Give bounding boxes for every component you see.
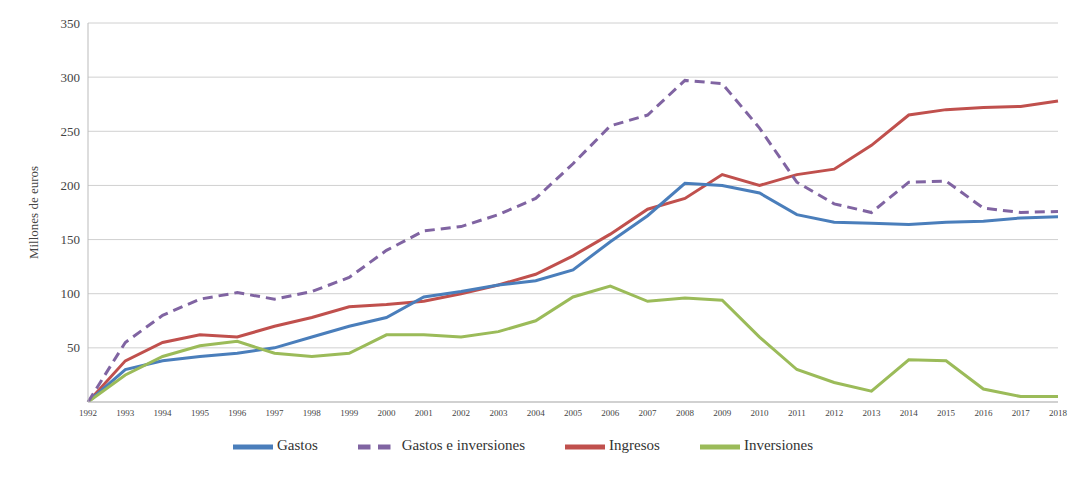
svg-text:2004: 2004 xyxy=(527,408,546,418)
svg-text:2002: 2002 xyxy=(452,408,470,418)
svg-text:2016: 2016 xyxy=(974,408,993,418)
svg-text:250: 250 xyxy=(61,124,81,139)
html-text:Gastos e inversiones: Gastos e inversiones xyxy=(401,437,526,454)
svg-text:2014: 2014 xyxy=(900,408,919,418)
svg-text:Millones de euros: Millones de euros xyxy=(26,166,41,259)
html-text:Inversiones: Inversiones xyxy=(743,437,814,454)
svg-text:200: 200 xyxy=(61,178,81,193)
svg-text:150: 150 xyxy=(61,232,81,247)
svg-text:1997: 1997 xyxy=(266,408,285,418)
svg-text:2018: 2018 xyxy=(1049,408,1068,418)
svg-text:2005: 2005 xyxy=(564,408,583,418)
svg-text:2015: 2015 xyxy=(937,408,956,418)
svg-text:1999: 1999 xyxy=(340,408,359,418)
svg-text:2007: 2007 xyxy=(639,408,658,418)
svg-text:300: 300 xyxy=(61,70,81,85)
svg-text:2000: 2000 xyxy=(377,408,396,418)
svg-text:100: 100 xyxy=(61,286,81,301)
svg-text:1993: 1993 xyxy=(116,408,135,418)
svg-text:2001: 2001 xyxy=(415,408,433,418)
svg-text:350: 350 xyxy=(61,16,81,31)
html-text:Ingresos: Ingresos xyxy=(609,437,660,454)
svg-text:1992: 1992 xyxy=(79,408,97,418)
svg-text:1996: 1996 xyxy=(228,408,247,418)
svg-text:2010: 2010 xyxy=(751,408,770,418)
svg-text:2003: 2003 xyxy=(489,408,508,418)
svg-text:1998: 1998 xyxy=(303,408,322,418)
svg-text:2008: 2008 xyxy=(676,408,695,418)
svg-text:2013: 2013 xyxy=(862,408,881,418)
svg-text:2011: 2011 xyxy=(788,408,806,418)
svg-text:50: 50 xyxy=(67,340,80,355)
svg-text:2006: 2006 xyxy=(601,408,620,418)
svg-text:2017: 2017 xyxy=(1012,408,1031,418)
svg-text:1994: 1994 xyxy=(154,408,173,418)
html-text:Gastos: Gastos xyxy=(276,437,318,454)
svg-text:2009: 2009 xyxy=(713,408,732,418)
svg-text:1995: 1995 xyxy=(191,408,210,418)
svg-text:2012: 2012 xyxy=(825,408,843,418)
